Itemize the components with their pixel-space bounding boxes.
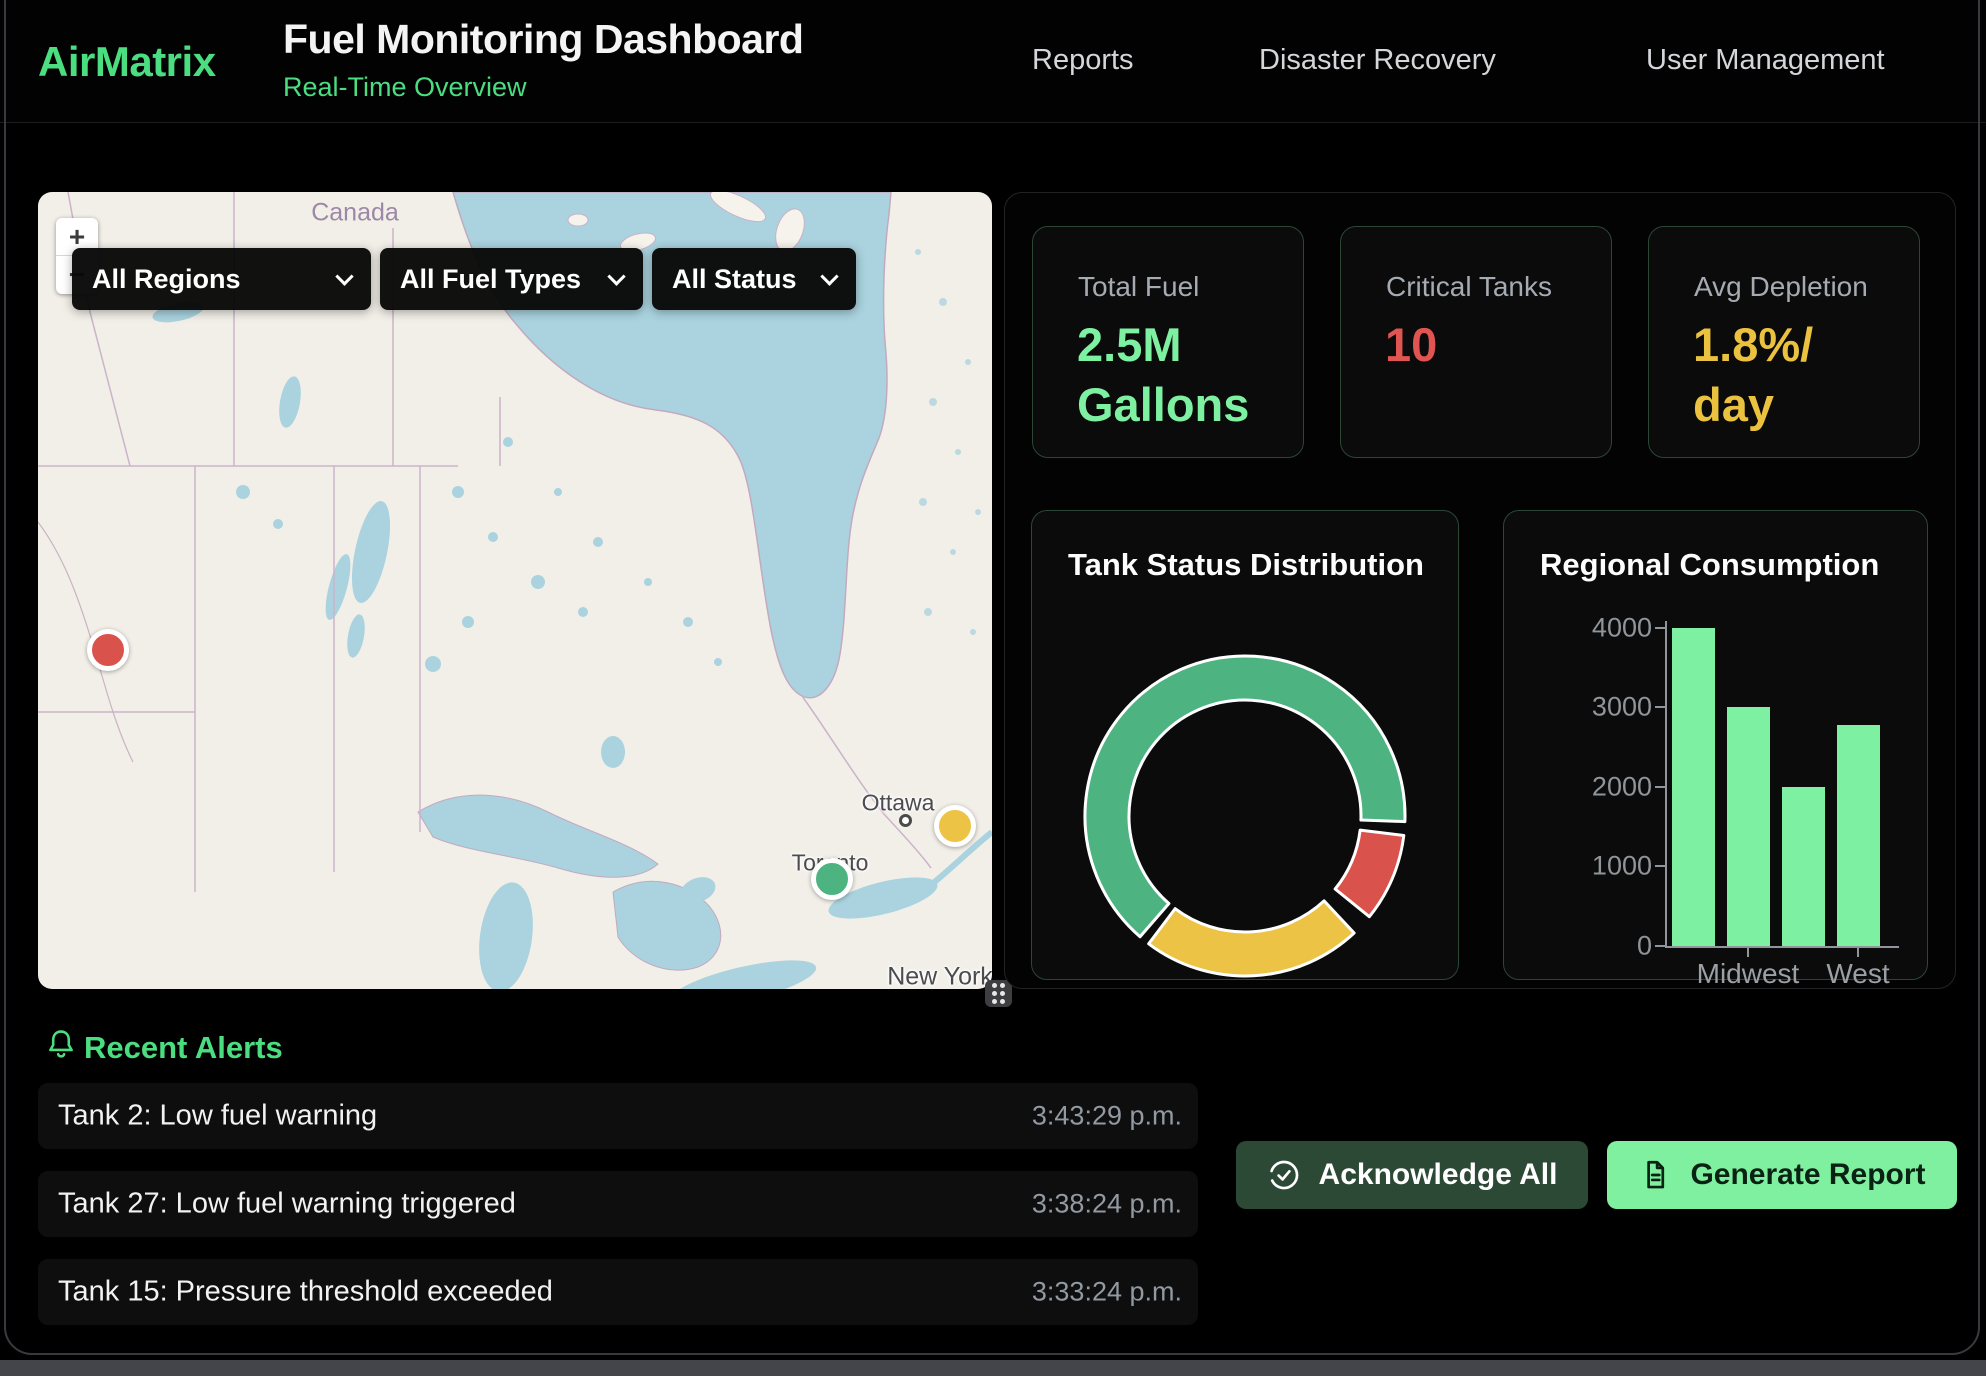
y-axis-tick — [1655, 865, 1665, 867]
x-axis-label: West — [1798, 958, 1918, 990]
stat-value-line: 10 — [1385, 315, 1437, 375]
region-filter-dropdown[interactable]: All Regions — [72, 248, 371, 310]
alert-timestamp: 3:38:24 p.m. — [1032, 1189, 1182, 1220]
tank-status-donut-chart — [1032, 511, 1460, 981]
regional-consumption-card: Regional Consumption 0 1000 2000 3000 40… — [1503, 510, 1928, 980]
ottawa-city-marker-icon — [899, 814, 912, 827]
status-filter-value: All Status — [672, 264, 797, 295]
stat-value-total-fuel: 2.5M Gallons — [1077, 315, 1249, 434]
tank-marker-critical[interactable] — [87, 629, 129, 671]
stat-value-line: day — [1693, 375, 1813, 435]
nav-item-disaster-recovery[interactable]: Disaster Recovery — [1259, 44, 1496, 77]
stat-card-total-fuel: Total Fuel 2.5M Gallons — [1032, 226, 1304, 458]
bar-region-4 — [1837, 725, 1880, 946]
stat-value-line: 1.8%/ — [1693, 315, 1813, 375]
map-label-new-york: New York — [887, 963, 992, 990]
generate-report-button[interactable]: Generate Report — [1607, 1141, 1957, 1209]
bar-series — [1667, 628, 1897, 946]
x-axis-tick — [1857, 948, 1859, 957]
stat-card-avg-depletion: Avg Depletion 1.8%/ day — [1648, 226, 1920, 458]
map-filter-bar: All Regions All Fuel Types All Status — [72, 248, 856, 310]
app-header: AirMatrix Fuel Monitoring Dashboard Real… — [0, 0, 1986, 123]
alert-text: Tank 27: Low fuel warning triggered — [58, 1188, 516, 1221]
y-axis-tick-label: 3000 — [1504, 692, 1652, 723]
brand-logo: AirMatrix — [38, 38, 216, 86]
bar-region-2 — [1727, 707, 1770, 946]
map-canvas[interactable]: Canada Ottawa Toronto New York + − All R… — [38, 192, 992, 989]
y-axis-tick — [1655, 627, 1665, 629]
nav-item-reports[interactable]: Reports — [1032, 44, 1134, 77]
alert-timestamp: 3:33:24 p.m. — [1032, 1277, 1182, 1308]
document-icon — [1638, 1158, 1672, 1192]
stat-label: Critical Tanks — [1386, 271, 1552, 303]
map-label-ottawa: Ottawa — [862, 790, 935, 817]
bell-icon — [44, 1028, 78, 1062]
page-title: Fuel Monitoring Dashboard — [283, 16, 803, 63]
taskbar-edge — [0, 1360, 1986, 1376]
stat-label: Total Fuel — [1078, 271, 1199, 303]
alert-list-item[interactable]: Tank 2: Low fuel warning 3:43:29 p.m. — [38, 1083, 1198, 1149]
map-panel: Canada Ottawa Toronto New York + − All R… — [38, 192, 992, 989]
check-circle-icon — [1267, 1158, 1301, 1192]
y-axis-tick-label: 4000 — [1504, 613, 1652, 644]
chevron-down-icon — [607, 267, 625, 285]
x-axis-line — [1665, 946, 1899, 948]
y-axis-tick-label: 0 — [1504, 931, 1652, 962]
bar-region-3 — [1782, 787, 1825, 946]
title-block: Fuel Monitoring Dashboard Real-Time Over… — [283, 16, 803, 103]
resize-grip-icon[interactable] — [985, 980, 1012, 1007]
alert-list-item[interactable]: Tank 27: Low fuel warning triggered 3:38… — [38, 1171, 1198, 1237]
recent-alerts-title: Recent Alerts — [84, 1030, 283, 1066]
bar-chart-title: Regional Consumption — [1540, 547, 1879, 583]
x-axis-tick — [1747, 948, 1749, 957]
donut-segment-warning — [1149, 901, 1354, 976]
map-label-canada: Canada — [311, 199, 399, 228]
stat-value-critical-tanks: 10 — [1385, 315, 1437, 375]
alert-text: Tank 15: Pressure threshold exceeded — [58, 1276, 553, 1309]
x-axis-label: Midwest — [1688, 958, 1808, 990]
fuel-type-filter-value: All Fuel Types — [400, 264, 581, 295]
donut-segment-critical — [1335, 830, 1404, 917]
stat-value-line: Gallons — [1077, 375, 1249, 435]
fuel-type-filter-dropdown[interactable]: All Fuel Types — [380, 248, 643, 310]
alert-timestamp: 3:43:29 p.m. — [1032, 1101, 1182, 1132]
bar-region-1 — [1672, 628, 1715, 946]
nav-item-user-management[interactable]: User Management — [1646, 44, 1885, 77]
acknowledge-all-label: Acknowledge All — [1319, 1158, 1558, 1192]
y-axis-tick — [1655, 706, 1665, 708]
stat-value-line: 2.5M — [1077, 315, 1249, 375]
y-axis-tick-label: 1000 — [1504, 851, 1652, 882]
y-axis-tick-label: 2000 — [1504, 772, 1652, 803]
alert-text: Tank 2: Low fuel warning — [58, 1100, 377, 1133]
tank-marker-warning[interactable] — [934, 805, 976, 847]
overview-panel: Total Fuel 2.5M Gallons Critical Tanks 1… — [1004, 192, 1956, 989]
chevron-down-icon — [335, 267, 353, 285]
tank-marker-normal[interactable] — [811, 858, 853, 900]
stat-value-avg-depletion: 1.8%/ day — [1693, 315, 1813, 434]
y-axis-tick — [1655, 786, 1665, 788]
region-filter-value: All Regions — [92, 264, 241, 295]
tank-status-distribution-card: Tank Status Distribution — [1031, 510, 1459, 980]
page-subtitle: Real-Time Overview — [283, 72, 803, 103]
alert-list-item[interactable]: Tank 15: Pressure threshold exceeded 3:3… — [38, 1259, 1198, 1325]
chevron-down-icon — [820, 267, 838, 285]
status-filter-dropdown[interactable]: All Status — [652, 248, 856, 310]
acknowledge-all-button[interactable]: Acknowledge All — [1236, 1141, 1588, 1209]
generate-report-label: Generate Report — [1690, 1158, 1925, 1192]
stat-card-critical-tanks: Critical Tanks 10 — [1340, 226, 1612, 458]
stat-label: Avg Depletion — [1694, 271, 1868, 303]
y-axis-tick — [1655, 945, 1665, 947]
